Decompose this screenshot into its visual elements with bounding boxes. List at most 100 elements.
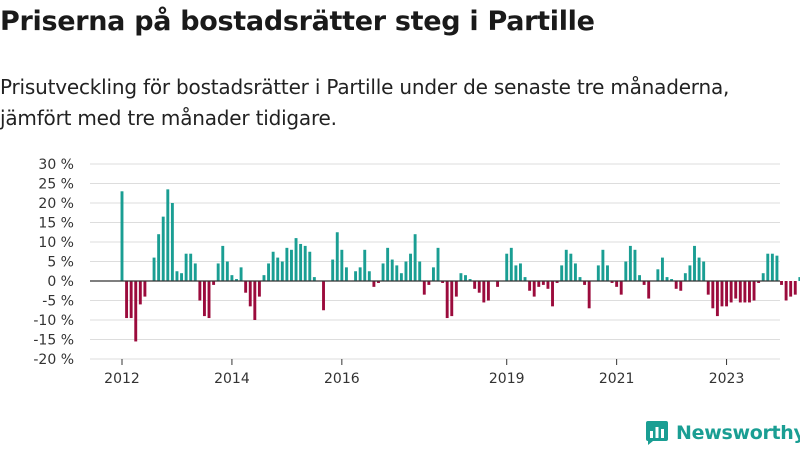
bar: [276, 257, 280, 281]
bar: [235, 279, 238, 281]
bar: [743, 281, 747, 303]
bar: [138, 281, 142, 305]
x-tick-label: 2023: [709, 371, 745, 387]
y-tick-label: 0 %: [47, 274, 74, 290]
bar: [509, 247, 513, 281]
bar: [184, 253, 188, 281]
bar: [601, 249, 605, 281]
bar: [784, 281, 788, 301]
bar: [354, 271, 358, 281]
bar: [120, 191, 124, 281]
bar: [706, 281, 710, 295]
bar: [322, 281, 325, 311]
bar: [482, 281, 486, 303]
bar: [207, 281, 211, 319]
bar: [615, 281, 619, 287]
y-tick-label: -5 %: [42, 294, 74, 310]
bar: [523, 277, 527, 281]
y-tick-label: 30 %: [38, 157, 74, 173]
bar: [757, 281, 761, 283]
bar: [725, 281, 729, 307]
gridlines: [90, 163, 780, 360]
bar: [166, 189, 170, 281]
bar: [175, 271, 179, 281]
x-axis: 2012201420162019202120232025: [104, 359, 745, 387]
bar: [335, 232, 339, 281]
chart-subtitle: Prisutveckling för bostadsrätter i Parti…: [0, 75, 730, 130]
bar: [257, 281, 261, 297]
bar: [734, 281, 738, 299]
y-tick-label: 25 %: [38, 177, 74, 193]
newsworthy-logo: Newsworthy: [645, 418, 800, 448]
bar: [125, 281, 129, 319]
y-tick-label: 5 %: [47, 255, 74, 271]
bar: [729, 281, 733, 303]
bar: [198, 281, 202, 301]
bar: [436, 247, 440, 281]
bar: [660, 257, 664, 281]
bar: [505, 253, 509, 281]
bar: [427, 281, 431, 285]
bar: [496, 281, 500, 287]
brand-name: Newsworthy: [676, 422, 800, 444]
bar: [161, 216, 165, 281]
bar: [303, 245, 307, 281]
bar: [583, 281, 587, 285]
bar: [386, 247, 390, 281]
bar: [519, 263, 522, 281]
chart-title: Priserna på bostadsrätter steg i Partill…: [0, 6, 595, 37]
bar: [715, 281, 719, 317]
bar: [312, 277, 316, 281]
bar: [418, 261, 422, 281]
bar: [642, 281, 646, 285]
bar: [798, 277, 800, 281]
y-tick-label: -15 %: [33, 333, 74, 349]
bar: [290, 249, 293, 281]
bar: [248, 281, 252, 307]
bar: [377, 281, 380, 283]
bar: [244, 281, 248, 293]
bar: [193, 263, 197, 281]
bar: [358, 267, 362, 281]
bar: [624, 261, 628, 281]
bar: [674, 281, 678, 289]
bar: [656, 269, 660, 281]
y-axis: 30 % 25 % 20 % 15 % 10 % 5 % 0 % -5 % -10 % -15 %…: [33, 157, 74, 368]
bar: [454, 281, 458, 297]
bar: [793, 281, 797, 295]
y-tick-label: -20 %: [33, 352, 74, 368]
bar: [541, 281, 545, 285]
bar: [789, 281, 793, 297]
bar: [267, 263, 271, 281]
bar: [596, 265, 600, 281]
x-tick-label: 2016: [324, 371, 360, 387]
bar: [514, 265, 518, 281]
bar: [633, 249, 637, 281]
x-tick-label: 2014: [214, 371, 250, 387]
bar: [775, 255, 779, 281]
y-tick-label: -10 %: [33, 313, 74, 329]
bar: [134, 281, 138, 342]
bar: [271, 251, 275, 281]
x-tick-label: 2019: [489, 371, 525, 387]
bar: [367, 271, 371, 281]
bar: [679, 281, 683, 291]
bar: [693, 245, 696, 281]
bar: [180, 273, 183, 281]
bar: [780, 281, 783, 285]
bar: [532, 281, 536, 297]
bar: [404, 261, 408, 281]
bar: [189, 253, 193, 281]
bar: [702, 261, 706, 281]
bar: [752, 281, 756, 301]
bar: [152, 257, 156, 281]
bar: [212, 281, 216, 285]
bar: [395, 265, 399, 281]
bar: [129, 281, 133, 319]
bar: [464, 275, 467, 281]
bar: [477, 281, 481, 293]
bar: [770, 253, 774, 281]
bar: [363, 249, 367, 281]
bar: [280, 261, 284, 281]
bar: [546, 281, 550, 289]
